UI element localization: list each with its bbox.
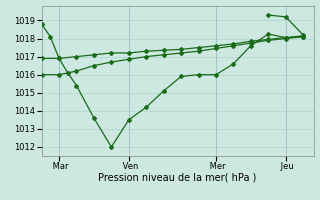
X-axis label: Pression niveau de la mer( hPa ): Pression niveau de la mer( hPa ) — [99, 173, 257, 183]
